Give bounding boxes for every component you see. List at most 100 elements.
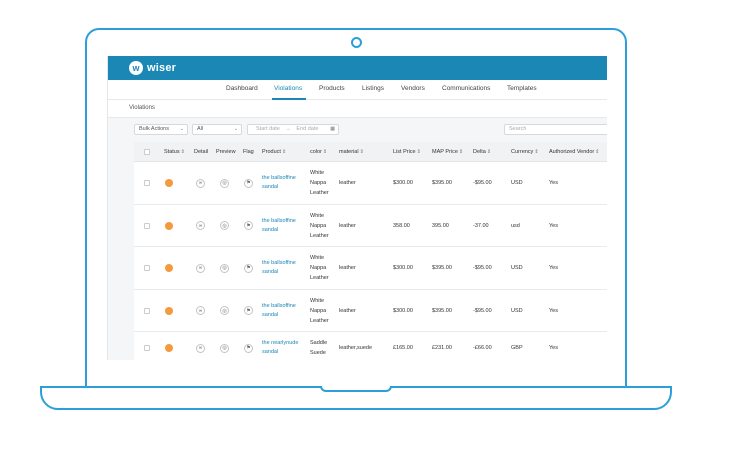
table-row[interactable]: ∞ ◎ ⚑ the ballsoffine sandal White Nappa Le… (134, 162, 607, 205)
product-link[interactable]: the ballsoffine sandal (262, 302, 296, 318)
table-row[interactable]: ∞ ◎ ⚑ the ballsoffine sandal White Nappa Le… (134, 204, 607, 247)
col-map-price[interactable]: MAP Price⇕ (432, 149, 464, 155)
flag-icon[interactable]: ⚑ (244, 178, 253, 188)
violations-table: Status⇕ Detail Preview Flag Product⇕ col… (134, 142, 607, 360)
color-value: White Nappa Leather (310, 170, 329, 196)
app-screen: w wiser Dashboard Violations Products Li… (107, 56, 607, 360)
compass-icon[interactable]: ◎ (220, 306, 229, 315)
search-input[interactable]: Search (504, 124, 607, 135)
col-color[interactable]: color⇕ (310, 149, 328, 155)
col-list-price[interactable]: List Price⇕ (393, 149, 421, 155)
flag-icon[interactable]: ⚑ (244, 263, 253, 273)
compass-icon[interactable]: ◎ (220, 343, 229, 353)
tab-vendors[interactable]: Vendors (401, 85, 425, 92)
table-row[interactable]: ∞ ◎ ⚑ the ballsoffine sandal White Nappa Le… (134, 289, 607, 332)
col-currency[interactable]: Currency⇕ (511, 149, 539, 155)
flag-icon[interactable]: ⚑ (244, 221, 253, 230)
delta-value: -£66.00 (473, 345, 492, 351)
link-icon[interactable]: ∞ (196, 221, 205, 230)
status-indicator (165, 306, 173, 315)
logo-icon[interactable]: w (129, 61, 143, 75)
row-checkbox[interactable] (144, 180, 150, 186)
col-material[interactable]: material⇕ (339, 149, 364, 155)
compass-icon[interactable]: ◎ (220, 178, 229, 188)
product-link[interactable]: the nearlynude sandal (262, 340, 299, 355)
product-link[interactable]: the ballsoffine sandal (262, 175, 296, 190)
currency-value: USD (511, 307, 523, 314)
col-detail: Detail (194, 149, 209, 155)
compass-icon[interactable]: ◎ (220, 263, 229, 273)
color-value: White Nappa Leather (310, 297, 329, 324)
camera-icon (351, 37, 362, 48)
status-indicator (165, 179, 173, 187)
toolbar: Bulk Actions ⌄ All ⌄ Start date → End da… (108, 118, 607, 142)
link-icon[interactable]: ∞ (196, 306, 205, 315)
currency-value: USD (511, 180, 523, 186)
row-checkbox[interactable] (144, 265, 150, 271)
tab-violations[interactable]: Violations (274, 85, 303, 92)
color-value: Saddle Suede (310, 340, 328, 356)
material-value: leather (339, 265, 356, 271)
tab-templates[interactable]: Templates (507, 85, 537, 92)
list-price-value: $300.00 (393, 307, 413, 314)
date-range-picker[interactable]: Start date → End date ▦ (247, 124, 339, 135)
material-value: leather (339, 222, 356, 229)
list-price-value: £165.00 (393, 345, 413, 351)
search-placeholder: Search (509, 126, 527, 132)
row-checkbox[interactable] (144, 307, 150, 314)
table-row[interactable]: ∞ ◎ ⚑ the ballsoffine sandal White Nappa Le… (134, 247, 607, 290)
col-flag: Flag (243, 149, 254, 155)
material-value: leather (339, 180, 356, 186)
col-status[interactable]: Status⇕ (164, 149, 185, 155)
authorized-vendor-value: Yes (549, 180, 558, 186)
filter-value: All (197, 126, 204, 132)
list-price-value: 358.00 (393, 222, 410, 229)
link-icon[interactable]: ∞ (196, 178, 205, 188)
logo-text[interactable]: wiser (147, 62, 177, 74)
chevron-down-icon: ⌄ (179, 126, 184, 132)
delta-value: -$95.00 (473, 265, 492, 271)
map-price-value: 395.00 (432, 222, 449, 229)
tab-dashboard[interactable]: Dashboard (226, 85, 258, 92)
bulk-actions-dropdown[interactable]: Bulk Actions ⌄ (134, 124, 188, 135)
filter-dropdown[interactable]: All ⌄ (192, 124, 242, 135)
product-link[interactable]: the ballsoffine sandal (262, 217, 296, 233)
link-icon[interactable]: ∞ (196, 263, 205, 273)
authorized-vendor-value: Yes (549, 265, 558, 271)
delta-value: -37.00 (473, 222, 489, 229)
end-date-input[interactable]: End date (296, 126, 319, 132)
page-title: Violations (129, 105, 155, 111)
table-row[interactable]: ∞ ◎ ⚑ the nearlynude sandal Saddle Suede l… (134, 332, 607, 360)
authorized-vendor-value: Yes (549, 307, 558, 314)
start-date-input[interactable]: Start date (256, 126, 280, 132)
laptop-notch (320, 386, 392, 392)
product-link[interactable]: the ballsoffine sandal (262, 260, 296, 275)
compass-icon[interactable]: ◎ (220, 221, 229, 230)
material-value: leather (339, 307, 356, 314)
tab-products[interactable]: Products (319, 85, 345, 92)
link-icon[interactable]: ∞ (196, 343, 205, 353)
authorized-vendor-value: Yes (549, 345, 558, 351)
calendar-icon[interactable]: ▦ (330, 126, 335, 132)
authorized-vendor-value: Yes (549, 222, 558, 229)
active-tab-indicator (272, 98, 306, 100)
row-checkbox[interactable] (144, 222, 150, 229)
col-preview: Preview (216, 149, 236, 155)
select-all-checkbox[interactable] (144, 149, 150, 155)
date-arrow-icon: → (285, 126, 291, 132)
currency-value: usd (511, 222, 520, 229)
col-product[interactable]: Product⇕ (262, 149, 287, 155)
tab-communications[interactable]: Communications (442, 85, 491, 92)
main-nav: Dashboard Violations Products Listings V… (108, 80, 607, 100)
tab-listings[interactable]: Listings (362, 85, 385, 92)
flag-icon[interactable]: ⚑ (244, 306, 253, 315)
currency-value: USD (511, 265, 523, 271)
col-delta[interactable]: Delta⇕ (473, 149, 492, 155)
map-price-value: £231.00 (432, 345, 452, 351)
row-checkbox[interactable] (144, 345, 150, 351)
map-price-value: $395.00 (432, 180, 452, 186)
status-indicator (165, 221, 173, 230)
col-authorized-vendor[interactable]: Authorized Vendor⇕ (549, 149, 600, 155)
map-price-value: $395.00 (432, 265, 452, 271)
flag-icon[interactable]: ⚑ (244, 343, 253, 353)
